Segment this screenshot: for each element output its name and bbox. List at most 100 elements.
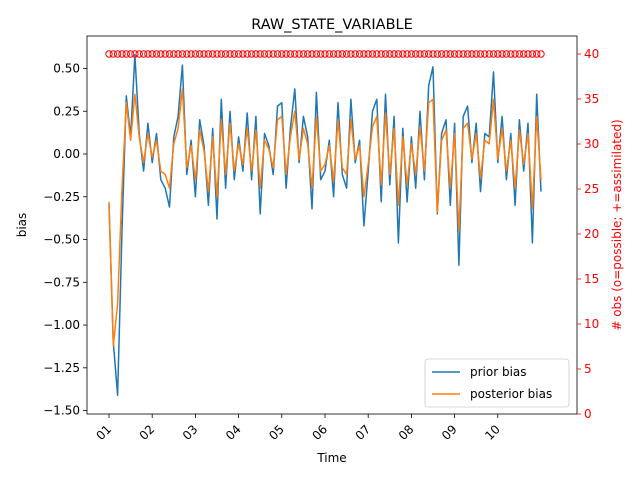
y2-axis-label: # obs (o=possible; +=assimilated): [610, 119, 624, 330]
obs-marker: [355, 50, 364, 58]
obs-marker: [390, 50, 398, 58]
obs-marker: [524, 50, 532, 58]
y2-tick-label: 20: [584, 227, 599, 241]
legend: prior bias posterior bias: [424, 358, 570, 408]
obs-marker: [537, 50, 545, 58]
obs-marker: [247, 50, 256, 58]
obs-marker: [165, 50, 174, 58]
obs-marker: [360, 50, 368, 58]
obs-marker: [178, 50, 187, 58]
obs-marker: [342, 50, 351, 58]
obs-marker: [183, 50, 191, 58]
obs-marker: [429, 50, 437, 58]
obs-marker: [139, 50, 148, 58]
obs-marker: [450, 50, 459, 58]
obs-marker: [118, 50, 126, 58]
obs-marker: [131, 50, 139, 58]
obs-marker: [196, 50, 204, 58]
obs-marker: [234, 50, 243, 58]
x-tick-label: 06: [309, 422, 330, 443]
obs-marker: [243, 50, 251, 58]
obs-marker: [152, 50, 161, 58]
x-tick-label: 09: [439, 422, 460, 443]
obs-marker: [135, 50, 143, 58]
y2-tick-label: 0: [584, 407, 592, 421]
obs-marker: [278, 50, 286, 58]
obs-marker: [204, 50, 213, 58]
y-axis-label: bias: [15, 213, 29, 238]
y-axis: 0.50 0.25 0.00 −0.25 −0.50 −0.75 −1.00 −1.25 −1.…: [43, 61, 87, 418]
obs-marker: [122, 50, 131, 58]
obs-marker: [126, 50, 135, 58]
obs-marker: [425, 50, 433, 58]
obs-marker: [533, 50, 541, 58]
x-tick-label: 07: [353, 422, 374, 443]
plot-area: [105, 50, 545, 396]
y2-tick-label: 5: [584, 362, 592, 376]
obs-marker: [113, 50, 122, 58]
chart-title: RAW_STATE_VARIABLE: [251, 17, 413, 33]
obs-marker: [252, 50, 260, 58]
obs-marker: [191, 50, 200, 58]
y2-axis: 0 5 10 15 20 25 30 35 40: [577, 47, 599, 421]
obs-marker: [209, 50, 217, 58]
y2-tick-label: 40: [584, 47, 599, 61]
y2-tick-label: 35: [584, 92, 599, 106]
obs-marker: [157, 50, 165, 58]
obs-marker: [109, 50, 118, 58]
obs-marker: [485, 50, 493, 58]
obs-marker: [291, 50, 299, 58]
obs-marker: [515, 50, 524, 58]
y2-tick-label: 30: [584, 137, 599, 151]
x-axis-label: Time: [316, 451, 346, 465]
obs-marker: [273, 50, 282, 58]
obs-marker: [399, 50, 407, 58]
y-tick-label: −1.50: [43, 404, 80, 418]
x-tick-label: 03: [180, 422, 201, 443]
obs-marker: [468, 50, 476, 58]
obs-marker: [321, 50, 329, 58]
obs-marker: [403, 50, 411, 58]
obs-marker: [295, 50, 303, 58]
posterior-bias-line: [108, 88, 542, 347]
obs-marker: [286, 50, 295, 58]
x-tick-label: 04: [223, 422, 244, 443]
obs-marker: [476, 50, 485, 58]
obs-marker: [282, 50, 290, 58]
obs-marker: [446, 50, 454, 58]
obs-marker: [373, 50, 381, 58]
obs-marker: [459, 50, 467, 58]
obs-marker: [368, 50, 377, 58]
obs-marker: [507, 50, 515, 58]
obs-marker: [260, 50, 269, 58]
obs-marker: [437, 50, 446, 58]
obs-marker: [481, 50, 489, 58]
prior-bias-line: [108, 54, 542, 396]
obs-marker: [256, 50, 264, 58]
y2-tick-label: 10: [584, 317, 599, 331]
y-tick-label: 0.00: [53, 147, 80, 161]
obs-marker: [338, 50, 346, 58]
obs-marker: [412, 50, 420, 58]
y-tick-label: 0.25: [53, 104, 80, 118]
obs-marker: [528, 50, 537, 58]
y2-tick-label: 15: [584, 272, 599, 286]
obs-marker: [377, 50, 385, 58]
obs-marker: [511, 50, 519, 58]
obs-marker: [394, 50, 403, 58]
x-tick-label: 10: [482, 422, 503, 443]
obs-marker: [187, 50, 195, 58]
obs-marker: [520, 50, 528, 58]
x-tick-label: 01: [93, 422, 114, 443]
obs-marker: [299, 50, 308, 58]
y-tick-label: −1.00: [43, 318, 80, 332]
obs-marker: [304, 50, 312, 58]
obs-marker: [170, 50, 178, 58]
obs-count-markers: [105, 50, 545, 58]
obs-marker: [308, 50, 316, 58]
obs-marker: [265, 50, 273, 58]
plot-frame: [86, 35, 578, 415]
obs-marker: [347, 50, 355, 58]
obs-marker: [226, 50, 234, 58]
